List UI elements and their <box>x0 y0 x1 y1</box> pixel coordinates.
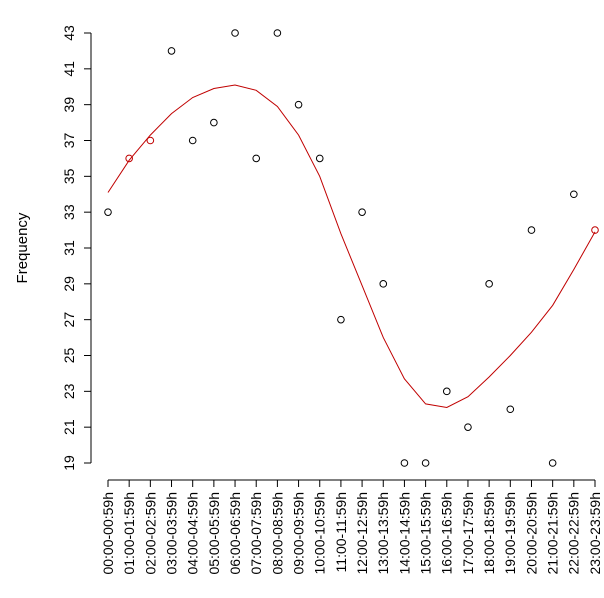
plot-area <box>104 29 599 467</box>
data-point <box>315 154 324 163</box>
x-tick-label: 14:00-14:59h <box>396 492 412 575</box>
y-tick-label: 35 <box>61 168 77 184</box>
y-tick-label: 19 <box>61 455 77 471</box>
y-tick-label: 29 <box>61 276 77 292</box>
data-point <box>146 136 155 145</box>
x-tick-label: 11:00-11:59h <box>333 492 349 572</box>
x-tick-label: 04:00-04:59h <box>185 492 201 575</box>
y-tick-label: 39 <box>61 97 77 113</box>
data-point <box>379 280 388 288</box>
trend-line <box>107 84 596 409</box>
x-tick-label: 16:00-16:59h <box>439 492 455 575</box>
x-tick-label: 07:00-07:59h <box>248 492 264 575</box>
data-point <box>252 154 261 163</box>
x-tick-label: 03:00-03:59h <box>163 492 179 575</box>
data-point <box>167 47 176 55</box>
x-tick-label: 15:00-15:59h <box>418 492 434 575</box>
x-tick-label: 01:00-01:59h <box>121 492 137 575</box>
data-point <box>231 29 239 37</box>
x-tick-label: 17:00-17:59h <box>460 492 476 575</box>
y-tick-label: 21 <box>61 419 77 435</box>
data-point <box>400 459 409 467</box>
data-point <box>527 226 536 234</box>
y-tick-label: 27 <box>61 312 77 328</box>
x-tick-label: 13:00-13:59h <box>375 492 391 575</box>
y-tick-label: 37 <box>61 133 77 149</box>
y-tick-label: 43 <box>61 25 77 41</box>
x-tick-label: 18:00-18:59h <box>481 492 497 575</box>
x-tick-label: 10:00-10:59h <box>312 492 328 575</box>
data-point <box>337 315 345 324</box>
data-point <box>464 423 472 431</box>
x-tick-label: 20:00-20:59h <box>523 492 539 575</box>
data-point <box>104 208 112 216</box>
data-point <box>485 280 493 288</box>
x-tick-label: 19:00-19:59h <box>502 492 518 575</box>
x-tick-label: 00:00-00:59h <box>100 492 116 575</box>
x-tick-label: 06:00-06:59h <box>227 492 243 575</box>
data-point <box>125 154 133 163</box>
data-point <box>506 405 515 414</box>
x-tick-label: 22:00-22:59h <box>566 492 582 575</box>
data-point <box>210 118 218 127</box>
y-tick-label: 23 <box>61 383 77 399</box>
y-tick-label: 41 <box>61 61 77 77</box>
x-tick-label: 12:00-12:59h <box>354 492 370 575</box>
data-point <box>442 387 451 396</box>
data-point <box>591 226 599 234</box>
x-tick-label: 21:00-21:59h <box>545 492 561 575</box>
x-tick-label: 23:00-23:59h <box>587 492 603 575</box>
data-point <box>358 208 366 216</box>
y-tick-label: 31 <box>61 240 77 256</box>
data-point <box>188 136 197 145</box>
data-point <box>548 459 557 467</box>
x-tick-label: 05:00-05:59h <box>206 492 222 575</box>
y-tick-label: 25 <box>61 348 77 364</box>
y-axis-title: Frequency <box>14 212 31 283</box>
data-point <box>273 29 282 37</box>
data-point <box>421 459 430 467</box>
x-tick-label: 09:00-09:59h <box>290 492 306 575</box>
y-tick-label: 33 <box>61 204 77 220</box>
x-tick-label: 02:00-02:59h <box>142 492 158 575</box>
x-tick-label: 08:00-08:59h <box>269 492 285 575</box>
y-axis: 19 21 23 25 27 29 31 33 35 37 39 41 43 <box>61 25 92 471</box>
data-point <box>570 190 578 199</box>
data-point <box>294 100 303 109</box>
x-axis: 00:00-00:59h 01:00-01:59h 02:00-02:59h 03:0… <box>100 479 603 575</box>
